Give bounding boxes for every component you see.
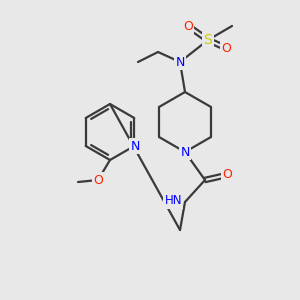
Text: N: N (130, 140, 140, 152)
Text: N: N (175, 56, 185, 68)
Text: O: O (93, 173, 103, 187)
Text: O: O (221, 41, 231, 55)
Text: O: O (183, 20, 193, 32)
Text: S: S (204, 33, 212, 47)
Text: HN: HN (164, 194, 182, 208)
Text: O: O (222, 169, 232, 182)
Text: N: N (180, 146, 190, 158)
